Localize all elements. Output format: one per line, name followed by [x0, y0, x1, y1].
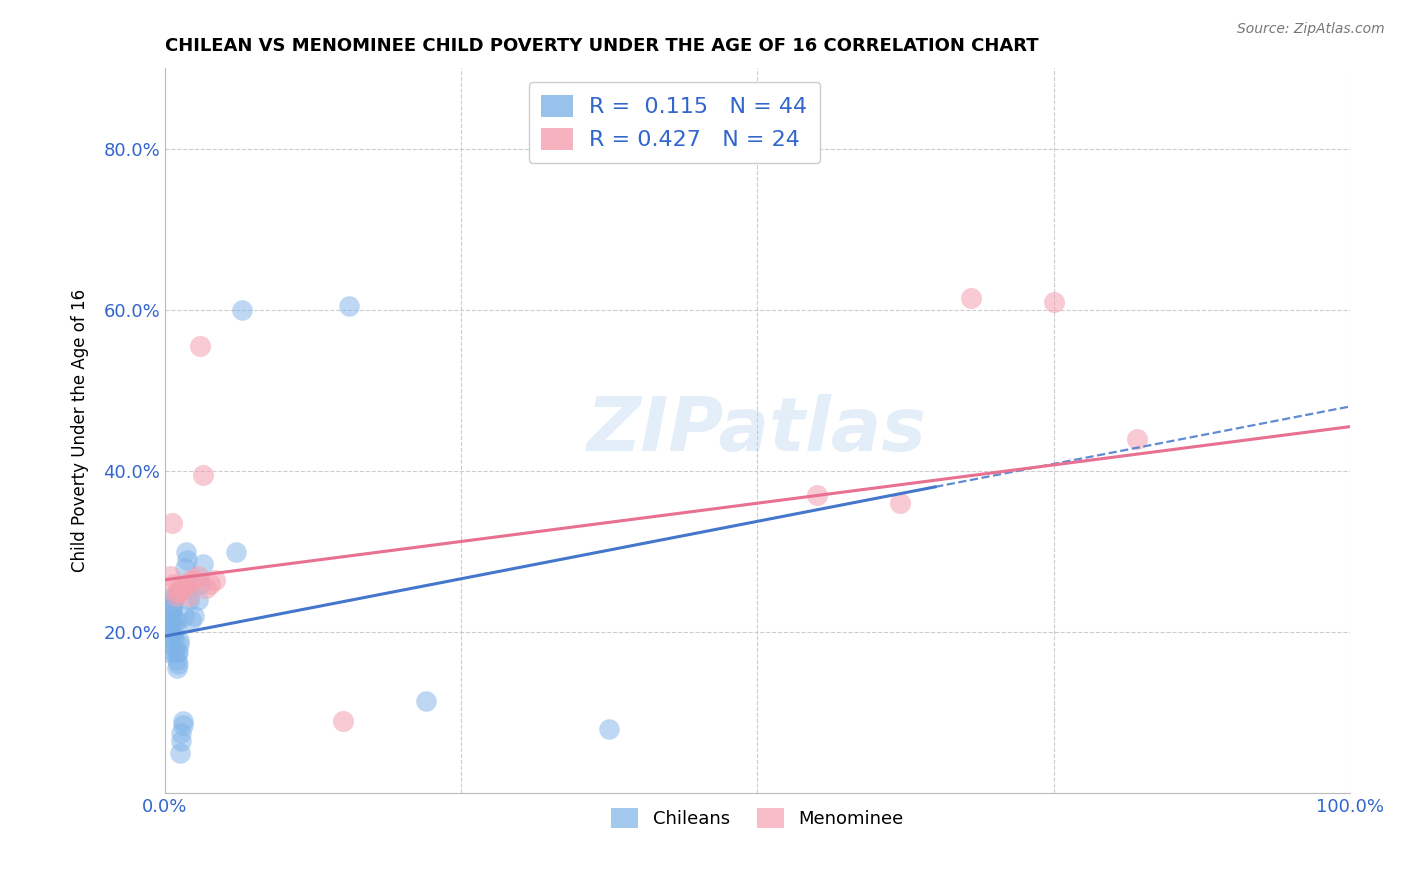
Point — [1042, 294, 1064, 309]
Point — [160, 605, 183, 619]
Point — [172, 714, 194, 728]
Point — [180, 613, 202, 627]
Point — [173, 609, 195, 624]
Point — [187, 568, 209, 582]
Point — [159, 617, 181, 632]
Point — [159, 568, 181, 582]
Point — [180, 573, 202, 587]
Point — [889, 496, 911, 510]
Point — [166, 645, 188, 659]
Point — [159, 625, 181, 640]
Point — [172, 718, 194, 732]
Y-axis label: Child Poverty Under the Age of 16: Child Poverty Under the Age of 16 — [72, 289, 89, 573]
Point — [165, 589, 187, 603]
Text: Source: ZipAtlas.com: Source: ZipAtlas.com — [1237, 22, 1385, 37]
Point — [170, 581, 193, 595]
Point — [170, 734, 193, 748]
Point — [1125, 432, 1147, 446]
Point — [167, 585, 190, 599]
Point — [806, 488, 828, 502]
Point — [177, 589, 200, 603]
Point — [176, 552, 198, 566]
Point — [598, 722, 620, 736]
Point — [166, 653, 188, 667]
Point — [160, 609, 183, 624]
Point — [163, 633, 186, 648]
Point — [165, 613, 187, 627]
Point — [160, 516, 183, 531]
Point — [187, 593, 209, 607]
Point — [177, 593, 200, 607]
Point — [167, 645, 190, 659]
Point — [166, 585, 188, 599]
Point — [163, 645, 186, 659]
Point — [198, 576, 221, 591]
Text: CHILEAN VS MENOMINEE CHILD POVERTY UNDER THE AGE OF 16 CORRELATION CHART: CHILEAN VS MENOMINEE CHILD POVERTY UNDER… — [165, 37, 1039, 55]
Point — [166, 661, 188, 675]
Point — [959, 291, 981, 305]
Point — [183, 609, 205, 624]
Point — [162, 589, 184, 603]
Point — [165, 621, 187, 635]
Point — [195, 581, 218, 595]
Point — [163, 625, 186, 640]
Point — [170, 726, 193, 740]
Point — [167, 637, 190, 651]
Point — [162, 597, 184, 611]
Point — [163, 576, 186, 591]
Point — [159, 613, 181, 627]
Point — [167, 657, 190, 672]
Point — [191, 467, 214, 482]
Point — [174, 560, 197, 574]
Point — [231, 302, 253, 317]
Point — [162, 593, 184, 607]
Point — [190, 576, 212, 591]
Point — [190, 339, 212, 353]
Point — [174, 576, 197, 591]
Point — [191, 557, 214, 571]
Point — [225, 544, 247, 558]
Point — [174, 544, 197, 558]
Point — [169, 746, 191, 760]
Legend: Chileans, Menominee: Chileans, Menominee — [605, 801, 911, 835]
Point — [332, 714, 354, 728]
Point — [173, 581, 195, 595]
Point — [160, 601, 183, 615]
Point — [183, 573, 205, 587]
Point — [337, 299, 360, 313]
Point — [167, 633, 190, 648]
Point — [157, 645, 180, 659]
Point — [415, 693, 437, 707]
Point — [204, 573, 226, 587]
Text: ZIPatlas: ZIPatlas — [588, 394, 928, 467]
Point — [159, 637, 181, 651]
Point — [159, 629, 181, 643]
